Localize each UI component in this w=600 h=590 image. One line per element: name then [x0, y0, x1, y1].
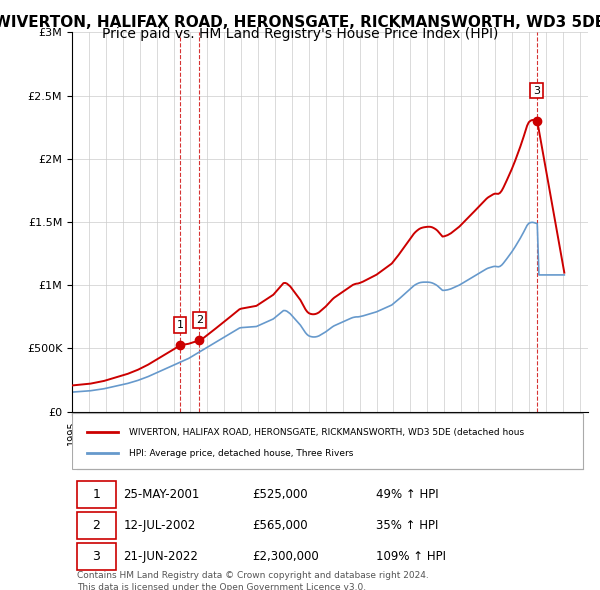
Text: 49% ↑ HPI: 49% ↑ HPI — [376, 488, 439, 501]
FancyBboxPatch shape — [77, 512, 116, 539]
Text: 12-JUL-2002: 12-JUL-2002 — [124, 519, 196, 532]
Text: 2: 2 — [92, 519, 100, 532]
Text: This data is licensed under the Open Government Licence v3.0.: This data is licensed under the Open Gov… — [77, 583, 366, 590]
Text: 109% ↑ HPI: 109% ↑ HPI — [376, 550, 446, 563]
Text: HPI: Average price, detached house, Three Rivers: HPI: Average price, detached house, Thre… — [129, 448, 353, 458]
Text: WIVERTON, HALIFAX ROAD, HERONSGATE, RICKMANSWORTH, WD3 5DE: WIVERTON, HALIFAX ROAD, HERONSGATE, RICK… — [0, 15, 600, 30]
Text: 2: 2 — [196, 315, 203, 325]
Text: Price paid vs. HM Land Registry's House Price Index (HPI): Price paid vs. HM Land Registry's House … — [102, 27, 498, 41]
Text: Contains HM Land Registry data © Crown copyright and database right 2024.: Contains HM Land Registry data © Crown c… — [77, 571, 429, 580]
Text: WIVERTON, HALIFAX ROAD, HERONSGATE, RICKMANSWORTH, WD3 5DE (detached hous: WIVERTON, HALIFAX ROAD, HERONSGATE, RICK… — [129, 428, 524, 437]
Text: £565,000: £565,000 — [253, 519, 308, 532]
Text: 3: 3 — [533, 86, 540, 96]
Text: 35% ↑ HPI: 35% ↑ HPI — [376, 519, 439, 532]
Text: 3: 3 — [92, 550, 100, 563]
FancyBboxPatch shape — [72, 414, 583, 468]
Text: 21-JUN-2022: 21-JUN-2022 — [124, 550, 199, 563]
FancyBboxPatch shape — [77, 543, 116, 571]
FancyBboxPatch shape — [77, 481, 116, 508]
Text: £2,300,000: £2,300,000 — [253, 550, 319, 563]
Text: 25-MAY-2001: 25-MAY-2001 — [124, 488, 200, 501]
Text: 1: 1 — [176, 320, 184, 330]
Text: 1: 1 — [92, 488, 100, 501]
Text: £525,000: £525,000 — [253, 488, 308, 501]
